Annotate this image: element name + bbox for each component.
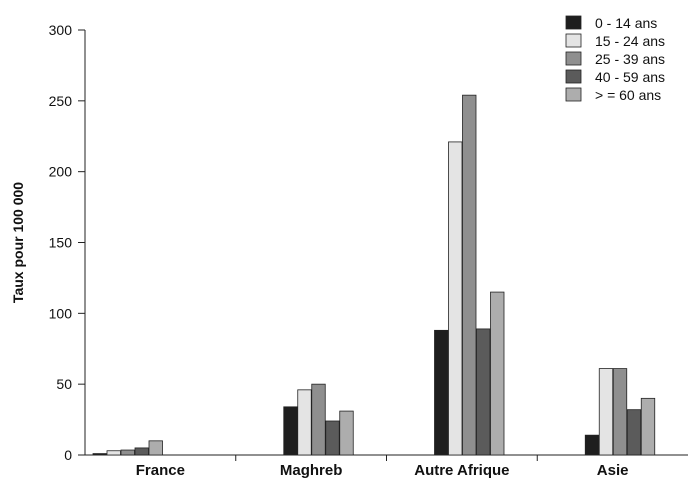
x-category-label: Autre Afrique <box>414 462 509 479</box>
bar <box>640 397 656 456</box>
x-category-label: Maghreb <box>280 462 343 479</box>
y-tick-label: 250 <box>49 93 73 109</box>
bar <box>434 329 449 456</box>
bar <box>476 328 491 456</box>
bar <box>311 383 326 456</box>
y-tick-label: 200 <box>49 164 73 180</box>
y-axis: 0 50 100 150 200 250 300 <box>49 22 86 463</box>
legend-label: > = 60 ans <box>595 87 661 103</box>
x-category-label: France <box>136 462 185 479</box>
legend-label: 40 - 59 ans <box>595 69 665 85</box>
y-tick-label: 100 <box>49 305 73 321</box>
bar <box>626 409 642 456</box>
y-tick-label: 50 <box>56 376 72 392</box>
bar <box>92 453 107 456</box>
legend-label: 15 - 24 ans <box>595 33 665 49</box>
y-tick-label: 300 <box>49 22 73 38</box>
y-tick-label: 150 <box>49 235 73 251</box>
bar <box>283 406 298 456</box>
bar <box>148 440 163 456</box>
legend-swatch <box>565 33 582 48</box>
bar <box>339 410 354 456</box>
bar <box>598 368 614 456</box>
bar <box>462 94 477 456</box>
legend-swatch <box>565 69 582 84</box>
bar <box>120 449 135 456</box>
y-tick-label: 0 <box>64 447 72 463</box>
legend: 0 - 14 ans 15 - 24 ans 25 - 39 ans 40 - 59 … <box>565 15 665 103</box>
legend-swatch <box>565 15 582 30</box>
legend-swatch <box>565 51 582 66</box>
bar <box>325 420 340 456</box>
bar <box>106 450 121 456</box>
bar <box>297 389 312 456</box>
x-category-label: Asie <box>597 462 629 479</box>
legend-label: 25 - 39 ans <box>595 51 665 67</box>
bar <box>584 434 600 456</box>
legend-label: 0 - 14 ans <box>595 15 657 31</box>
bar <box>490 291 505 456</box>
bar <box>612 368 628 456</box>
bar <box>448 141 463 456</box>
y-axis-title: Taux pour 100 000 <box>10 182 26 303</box>
x-axis: France Maghreb Autre Afrique Asie <box>85 454 688 479</box>
legend-swatch <box>565 87 582 102</box>
bar-series-group <box>92 94 656 456</box>
bar <box>134 447 149 456</box>
